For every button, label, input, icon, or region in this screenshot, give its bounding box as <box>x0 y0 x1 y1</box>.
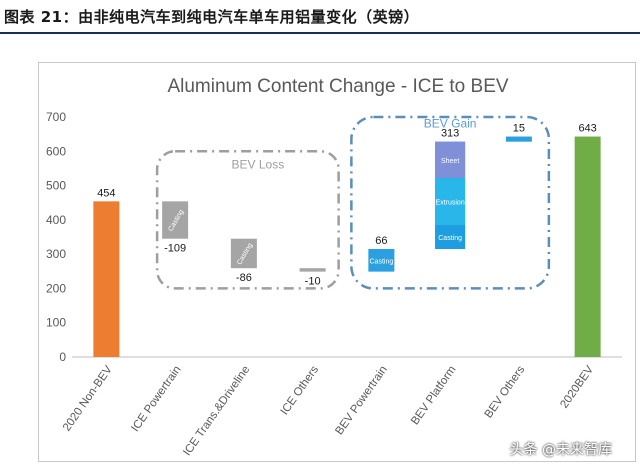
bev-gain-label: BEV Gain <box>424 116 477 130</box>
segment-label: Casting <box>438 235 462 242</box>
x-tick-label: ICE Others <box>279 364 322 418</box>
value-label: -109 <box>164 243 186 255</box>
x-tick-label: BEV Others <box>483 364 528 421</box>
x-tick-label: ICE Powertrain <box>129 364 183 434</box>
value-label: 15 <box>513 123 525 135</box>
segment-label: Sheet <box>441 158 459 165</box>
bar-segment <box>435 225 466 249</box>
figure-caption: 图表 21：由非纯电汽车到纯电汽车单车用铝量变化（英镑） <box>4 8 420 26</box>
bev-loss-label: BEV Loss <box>232 157 285 171</box>
value-label: 66 <box>375 235 387 247</box>
bar <box>574 136 601 357</box>
y-tick-label: 100 <box>46 316 66 330</box>
watermark-text: 头条 @未来智库 <box>509 442 612 458</box>
y-tick-label: 700 <box>46 110 66 124</box>
y-tick-label: 400 <box>46 213 66 227</box>
value-label: 643 <box>578 123 596 135</box>
bar-segment <box>435 141 466 179</box>
bar <box>368 249 395 272</box>
value-label: 313 <box>441 128 459 140</box>
y-tick-label: 0 <box>59 350 66 364</box>
x-tick-label: BEV Powertrain <box>333 364 389 437</box>
chart-panel <box>38 62 636 462</box>
chart-title: Aluminum Content Change - ICE to BEV <box>167 76 508 97</box>
bar <box>162 201 189 239</box>
x-tick-label: BEV Platform <box>409 364 458 427</box>
value-label: -10 <box>305 276 321 288</box>
segment-label: Casting <box>370 258 394 265</box>
segment-label: Extrusion <box>436 200 465 207</box>
x-tick-label: ICE Trans.&Driveline <box>181 364 252 458</box>
caption-divider <box>0 32 640 34</box>
value-label: -86 <box>236 272 252 284</box>
bev-loss-box <box>155 150 340 290</box>
x-tick-label: 2020BEV <box>558 364 596 411</box>
y-tick-label: 300 <box>46 247 66 261</box>
x-tick-label: 2020 Non-BEV <box>61 364 115 434</box>
bev-gain-box <box>350 115 551 290</box>
bar-segment <box>435 178 466 225</box>
y-tick-label: 200 <box>46 281 66 295</box>
value-label: 454 <box>97 187 115 199</box>
bar <box>93 201 120 357</box>
y-tick-label: 600 <box>46 144 66 158</box>
bar <box>505 136 532 142</box>
bar <box>299 268 326 272</box>
y-tick-label: 500 <box>46 179 66 193</box>
bar <box>230 238 257 269</box>
